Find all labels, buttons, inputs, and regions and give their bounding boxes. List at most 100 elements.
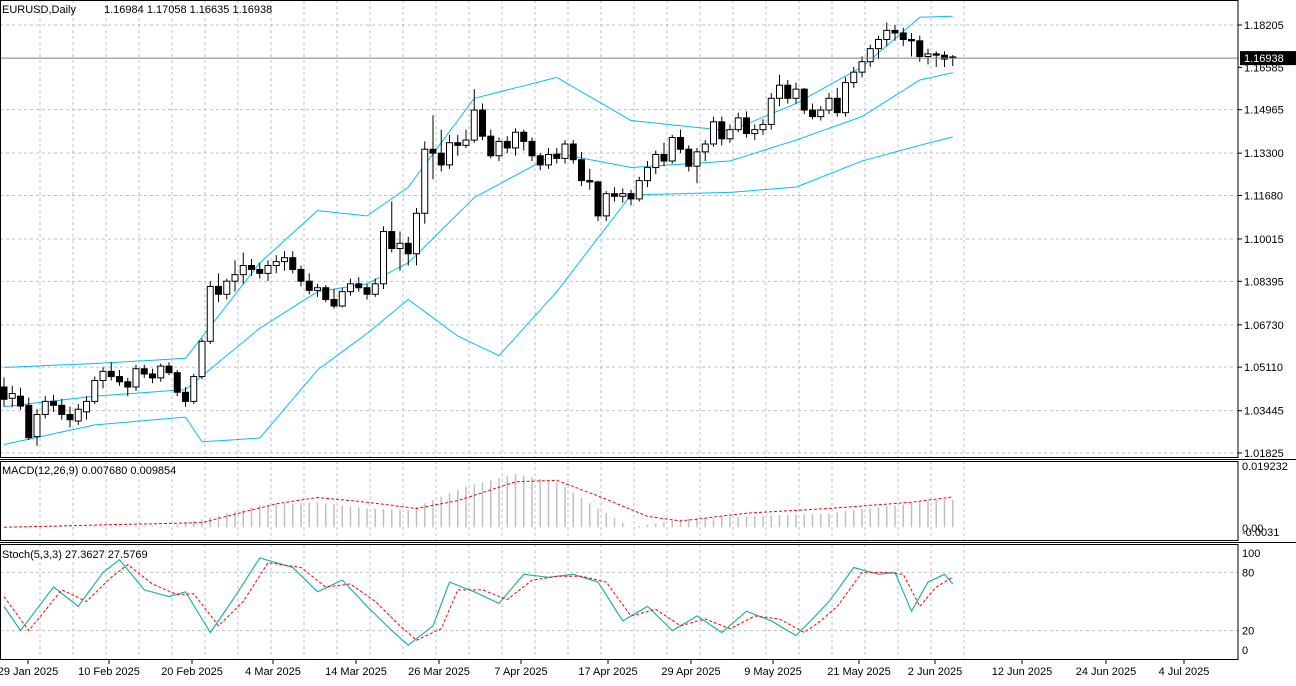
candle bbox=[173, 370, 181, 397]
price-label: 1.16585 bbox=[1244, 62, 1284, 74]
candle bbox=[710, 116, 717, 147]
candle bbox=[536, 153, 544, 171]
candle bbox=[594, 180, 602, 222]
price-label: 1.13300 bbox=[1244, 148, 1284, 160]
candle bbox=[660, 142, 668, 167]
candle bbox=[248, 258, 255, 276]
candle bbox=[949, 54, 957, 67]
candle bbox=[842, 77, 849, 117]
candle bbox=[116, 370, 123, 386]
time-label: 21 May 2025 bbox=[827, 666, 891, 678]
candle bbox=[388, 201, 396, 253]
candle bbox=[33, 409, 41, 446]
candle bbox=[198, 338, 206, 380]
time-label: 24 Jun 2025 bbox=[1076, 666, 1137, 678]
candle bbox=[99, 367, 107, 389]
candle bbox=[578, 151, 585, 186]
macd-label: -0.0031 bbox=[1242, 527, 1279, 539]
candle bbox=[528, 137, 536, 162]
candlestick-series bbox=[0, 22, 1238, 446]
candle bbox=[322, 285, 330, 303]
time-label: 9 May 2025 bbox=[744, 666, 801, 678]
macd-panel bbox=[3, 473, 954, 528]
candle bbox=[231, 260, 239, 292]
candle bbox=[454, 134, 462, 156]
price-label: 1.05110 bbox=[1244, 362, 1283, 374]
time-label: 4 Mar 2025 bbox=[245, 666, 301, 678]
time-label: 12 Jun 2025 bbox=[992, 666, 1053, 678]
candle bbox=[784, 80, 792, 104]
candle bbox=[627, 189, 635, 206]
stoch-title: Stoch(5,3,3) 27.3627 27.5769 bbox=[2, 549, 148, 561]
candle bbox=[281, 251, 288, 271]
candle bbox=[305, 273, 313, 295]
candle bbox=[644, 161, 651, 188]
time-label: 14 Mar 2025 bbox=[325, 666, 387, 678]
price-label: 1.06730 bbox=[1244, 320, 1284, 332]
stoch-signal-line bbox=[3, 562, 954, 641]
candle bbox=[908, 32, 915, 57]
candle bbox=[809, 103, 816, 120]
candle bbox=[800, 87, 808, 114]
price-label: 1.18205 bbox=[1244, 20, 1284, 32]
candle bbox=[652, 150, 660, 175]
candle bbox=[107, 362, 115, 381]
candle bbox=[396, 231, 404, 271]
candle bbox=[899, 27, 907, 47]
candle bbox=[83, 396, 90, 420]
candle bbox=[429, 115, 437, 180]
candle bbox=[25, 397, 33, 441]
candle bbox=[611, 187, 618, 202]
price-label: 1.14965 bbox=[1244, 105, 1284, 117]
candle bbox=[91, 376, 99, 405]
stoch-main-line bbox=[3, 557, 954, 646]
candle bbox=[363, 283, 371, 300]
band-middle bbox=[3, 72, 953, 408]
time-label: 7 Apr 2025 bbox=[494, 666, 547, 678]
candle bbox=[74, 404, 82, 425]
price-label: 1.03445 bbox=[1244, 406, 1284, 418]
band-lower bbox=[3, 136, 953, 445]
candle bbox=[462, 129, 470, 148]
candle bbox=[858, 56, 866, 78]
candle bbox=[17, 387, 24, 410]
candle bbox=[569, 140, 577, 164]
candle bbox=[677, 129, 684, 154]
candle bbox=[41, 396, 49, 419]
candle bbox=[743, 111, 750, 138]
stochastic-panel bbox=[0, 557, 1238, 646]
candle bbox=[140, 364, 148, 378]
candle bbox=[371, 278, 379, 297]
grid-lines bbox=[0, 0, 1238, 660]
stoch-label: 20 bbox=[1242, 626, 1254, 638]
stoch-axis: 100 80 20 0 bbox=[1242, 548, 1260, 657]
candle bbox=[355, 277, 363, 292]
candle bbox=[479, 103, 486, 141]
time-label: 20 Feb 2025 bbox=[161, 666, 223, 678]
macd-label: 0.00 bbox=[1242, 523, 1263, 535]
stoch-label: 80 bbox=[1242, 567, 1254, 579]
time-label: 10 Feb 2025 bbox=[78, 666, 140, 678]
candle bbox=[924, 48, 932, 65]
candle bbox=[66, 406, 74, 428]
price-label: 1.08395 bbox=[1244, 276, 1284, 288]
candle bbox=[635, 176, 643, 202]
candle bbox=[190, 373, 198, 405]
candle bbox=[413, 208, 420, 266]
candle bbox=[520, 129, 528, 151]
time-label: 17 Apr 2025 bbox=[578, 666, 637, 678]
candle bbox=[215, 273, 222, 303]
candle bbox=[767, 93, 775, 130]
candle bbox=[866, 44, 874, 67]
candle bbox=[330, 289, 338, 309]
panel-frames bbox=[0, 0, 1296, 660]
time-label: 29 Jan 2025 bbox=[0, 666, 58, 678]
time-axis[interactable]: 29 Jan 2025 10 Feb 2025 20 Feb 2025 4 Mar 2… bbox=[0, 660, 1209, 678]
candle bbox=[380, 226, 387, 290]
candle bbox=[932, 51, 940, 67]
stoch-label: 100 bbox=[1242, 548, 1260, 560]
candle bbox=[8, 385, 16, 408]
candle bbox=[685, 145, 693, 172]
